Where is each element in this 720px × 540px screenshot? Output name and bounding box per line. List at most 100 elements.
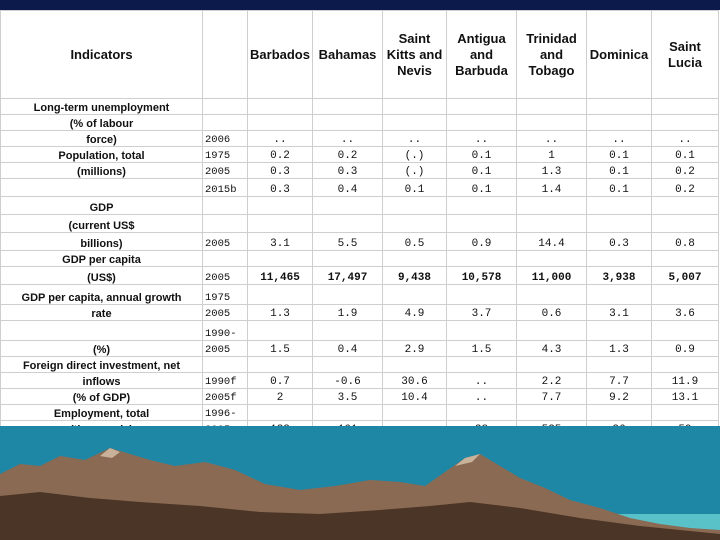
indicator-cell: inflows (0, 372, 203, 389)
value-cell: .. (586, 130, 652, 147)
indicator-cell: Population, total (0, 146, 203, 163)
value-cell: 0.2 (247, 146, 313, 163)
table-row: Long-term unemployment (0, 98, 719, 115)
value-cell (651, 284, 719, 305)
value-cell: 2.2 (516, 372, 587, 389)
value-cell (312, 320, 383, 341)
value-cell: 1 (516, 146, 587, 163)
value-cell (586, 356, 652, 373)
value-cell (247, 114, 313, 131)
year-cell: 1975 (202, 284, 248, 305)
indicator-cell: rate (0, 304, 203, 321)
value-cell: 4.3 (516, 340, 587, 357)
indicator-cell: Long-term unemployment (0, 98, 203, 115)
value-cell: 0.2 (651, 178, 719, 197)
value-cell (516, 250, 587, 267)
value-cell: 3.1 (247, 232, 313, 251)
indicator-cell: (% of GDP) (0, 388, 203, 405)
value-cell (446, 114, 517, 131)
value-cell (516, 356, 587, 373)
country-header: Saint Kitts and Nevis (382, 10, 447, 99)
value-cell (382, 98, 447, 115)
indicators-table: Indicators Barbados Bahamas Saint Kitts … (0, 10, 719, 437)
value-cell: 10,578 (446, 266, 517, 285)
mountain-shadow-icon (0, 492, 720, 540)
year-cell (202, 114, 248, 131)
indicator-cell (0, 320, 203, 341)
value-cell: 0.3 (586, 232, 652, 251)
value-cell: 1.3 (247, 304, 313, 321)
value-cell: 2.9 (382, 340, 447, 357)
value-cell: 0.1 (382, 178, 447, 197)
year-cell: 1990f (202, 372, 248, 389)
value-cell (446, 250, 517, 267)
value-cell (586, 284, 652, 305)
value-cell (651, 320, 719, 341)
value-cell (382, 284, 447, 305)
year-cell (202, 214, 248, 233)
value-cell (586, 404, 652, 421)
value-cell: 1.5 (446, 340, 517, 357)
value-cell (382, 196, 447, 215)
value-cell (586, 250, 652, 267)
value-cell: 3,938 (586, 266, 652, 285)
table-row: (current US$ (0, 214, 719, 233)
value-cell: 0.1 (586, 162, 652, 179)
table-row: (% of GDP) 2005f 2 3.5 10.4.. 7.7 9.2 13.1 (0, 388, 719, 405)
value-cell: 0.1 (446, 146, 517, 163)
value-cell: 11,000 (516, 266, 587, 285)
data-table-container: Indicators Barbados Bahamas Saint Kitts … (0, 10, 720, 437)
value-cell: .. (247, 130, 313, 147)
table-row: rate 2005 1.3 1.9 4.9 3.7 0.6 3.1 3.6 (0, 304, 719, 321)
value-cell (247, 320, 313, 341)
value-cell: (.) (382, 162, 447, 179)
value-cell: .. (312, 130, 383, 147)
value-cell (586, 214, 652, 233)
table-row: inflows 1990f 0.7 -0.6 30.6.. 2.2 7.7 11.9 (0, 372, 719, 389)
value-cell: 0.7 (247, 372, 313, 389)
indicator-cell: GDP (0, 196, 203, 215)
year-cell: 2005f (202, 388, 248, 405)
value-cell: 3.6 (651, 304, 719, 321)
value-cell: 7.7 (586, 372, 652, 389)
value-cell (382, 356, 447, 373)
value-cell: .. (651, 130, 719, 147)
year-cell: 2005 (202, 232, 248, 251)
country-header: Barbados (247, 10, 313, 99)
table-row: Foreign direct investment, net (0, 356, 719, 373)
value-cell (382, 320, 447, 341)
indicators-header: Indicators (0, 10, 203, 99)
value-cell: 30.6 (382, 372, 447, 389)
value-cell: 1.4 (516, 178, 587, 197)
value-cell (586, 196, 652, 215)
indicator-cell: (US$) (0, 266, 203, 285)
value-cell: 3.5 (312, 388, 383, 405)
value-cell (247, 356, 313, 373)
value-cell: .. (382, 130, 447, 147)
value-cell (247, 250, 313, 267)
value-cell: 1.3 (516, 162, 587, 179)
value-cell: .. (446, 130, 517, 147)
value-cell (446, 356, 517, 373)
value-cell: 17,497 (312, 266, 383, 285)
value-cell: .. (446, 388, 517, 405)
year-cell: 2005 (202, 340, 248, 357)
country-header: Trinidad and Tobago (516, 10, 587, 99)
value-cell (247, 284, 313, 305)
value-cell: 0.1 (446, 178, 517, 197)
value-cell (516, 196, 587, 215)
table-row: (%) 2005 1.5 0.4 2.9 1.5 4.3 1.3 0.9 (0, 340, 719, 357)
value-cell: 0.8 (651, 232, 719, 251)
value-cell: 0.1 (586, 178, 652, 197)
value-cell (516, 404, 587, 421)
table-row: Population, total 1975 0.2 0.2 (.) 0.1 1 0.1 0.1 (0, 146, 719, 163)
indicator-cell (0, 178, 203, 197)
indicator-cell: GDP per capita (0, 250, 203, 267)
value-cell (651, 114, 719, 131)
year-cell: 2015b (202, 178, 248, 197)
year-cell: 1990- (202, 320, 248, 341)
value-cell: 0.3 (247, 178, 313, 197)
value-cell (247, 98, 313, 115)
year-cell: 2006 (202, 130, 248, 147)
value-cell: 14.4 (516, 232, 587, 251)
